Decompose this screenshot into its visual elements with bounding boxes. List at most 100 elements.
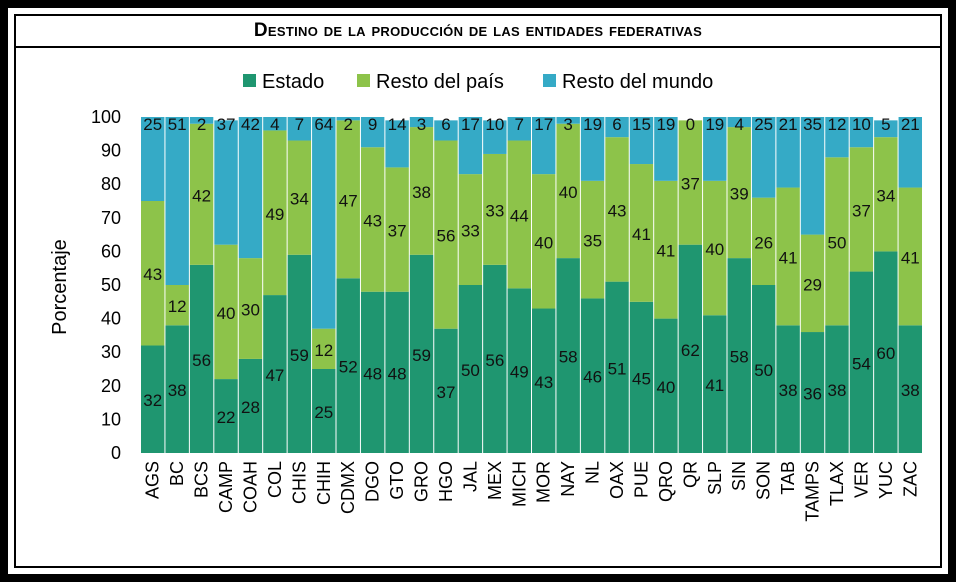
y-tick-label: 90 <box>101 141 121 161</box>
data-label: 46 <box>583 368 602 387</box>
bar-segment <box>727 258 751 453</box>
x-tick-label: CAMP <box>216 461 236 513</box>
bar-segment <box>238 258 263 359</box>
bar-segment <box>825 325 849 453</box>
data-label: 54 <box>852 354 871 373</box>
bar-segment <box>165 325 189 453</box>
data-label: 19 <box>656 115 675 134</box>
data-label: 38 <box>779 381 798 400</box>
data-label: 41 <box>656 242 675 261</box>
bar-segment <box>165 285 189 326</box>
bar-segment <box>703 315 727 453</box>
data-label: 51 <box>608 359 627 378</box>
bar-segment <box>483 264 507 453</box>
bar-segment <box>189 264 214 453</box>
data-label: 32 <box>143 391 162 410</box>
bar-segment <box>580 298 605 453</box>
y-tick-label: 50 <box>101 275 121 295</box>
bar-segment <box>629 164 654 302</box>
data-label: 64 <box>314 115 333 134</box>
bar-segment <box>532 174 556 309</box>
data-label: 47 <box>339 191 358 210</box>
y-tick-label: 0 <box>111 443 121 463</box>
data-label: 2 <box>343 115 352 134</box>
y-tick-label: 20 <box>101 376 121 396</box>
data-label: 37 <box>437 383 456 402</box>
x-tick-label: SIN <box>729 461 749 491</box>
bar-segment <box>629 117 654 165</box>
bar-segment <box>678 120 703 245</box>
bar-segment <box>849 147 874 272</box>
data-label: 22 <box>217 408 236 427</box>
data-label: 44 <box>510 206 529 225</box>
data-label: 40 <box>534 233 553 252</box>
legend-swatch <box>243 74 256 87</box>
data-label: 48 <box>388 364 407 383</box>
bar-segment <box>458 285 483 453</box>
data-label: 40 <box>656 378 675 397</box>
data-label: 10 <box>852 115 871 134</box>
data-label: 50 <box>754 361 773 380</box>
data-label: 3 <box>563 115 572 134</box>
x-tick-label: NL <box>583 461 603 484</box>
bar-segment <box>727 117 751 128</box>
bar-segment <box>507 288 531 453</box>
x-axis: AGS BC BCS CAMP COAH COL CHIS CHIH CDMX DGO GTO GRO… <box>143 461 921 522</box>
bar-segment <box>312 369 336 453</box>
x-tick-label: TAB <box>778 461 798 495</box>
data-label: 25 <box>754 115 773 134</box>
x-tick-label: JAL <box>460 461 480 492</box>
data-label: 10 <box>485 115 504 134</box>
bar-segment <box>751 197 776 285</box>
bar-segment <box>580 180 605 299</box>
y-tick-label: 30 <box>101 342 121 362</box>
data-label: 59 <box>290 346 309 365</box>
data-label: 50 <box>461 361 480 380</box>
data-label: 37 <box>852 201 871 220</box>
bar-segment <box>654 318 678 453</box>
x-tick-label: QRO <box>656 461 676 502</box>
bar-segment <box>238 117 263 259</box>
bar-segment <box>800 332 825 453</box>
data-label: 6 <box>441 115 450 134</box>
data-label: 35 <box>583 232 602 251</box>
bar-segment <box>654 180 678 319</box>
bar-segment <box>165 117 189 285</box>
data-label: 43 <box>534 373 553 392</box>
bar-segment <box>703 117 727 181</box>
bar-segment <box>629 301 654 453</box>
bar-segment <box>189 117 214 124</box>
x-tick-label: MICH <box>509 461 529 507</box>
data-label: 12 <box>168 297 187 316</box>
data-label: 45 <box>632 369 651 388</box>
x-tick-label: YUC <box>876 461 896 499</box>
bar-segment <box>458 174 483 285</box>
x-tick-label: VER <box>851 461 871 498</box>
bar-segment <box>263 130 287 296</box>
bar-segment <box>287 254 312 453</box>
data-label: 38 <box>828 381 847 400</box>
data-label: 43 <box>143 265 162 284</box>
bar-segment <box>409 127 434 255</box>
bar-segment <box>434 328 458 453</box>
data-label: 40 <box>559 183 578 202</box>
data-label: 35 <box>803 115 822 134</box>
bar-segment <box>751 285 776 453</box>
bar-segment <box>800 234 825 333</box>
data-label: 37 <box>388 222 407 241</box>
bar-segment <box>409 254 434 453</box>
y-axis-label: Porcentaje <box>49 239 71 335</box>
legend: Estado Resto del país Resto del mundo <box>243 71 713 93</box>
data-label: 19 <box>583 115 602 134</box>
data-label: 49 <box>510 363 529 382</box>
bar-segment <box>532 117 556 175</box>
bars: 3243253812515642222403728304247494593472… <box>141 115 922 453</box>
data-label: 41 <box>632 225 651 244</box>
data-label: 56 <box>485 351 504 370</box>
bar-segment <box>214 244 238 380</box>
x-tick-label: BC <box>167 461 187 486</box>
data-label: 2 <box>197 115 206 134</box>
legend-swatch <box>543 74 556 87</box>
x-tick-label: TLAX <box>827 461 847 506</box>
bar-segment <box>238 358 263 453</box>
